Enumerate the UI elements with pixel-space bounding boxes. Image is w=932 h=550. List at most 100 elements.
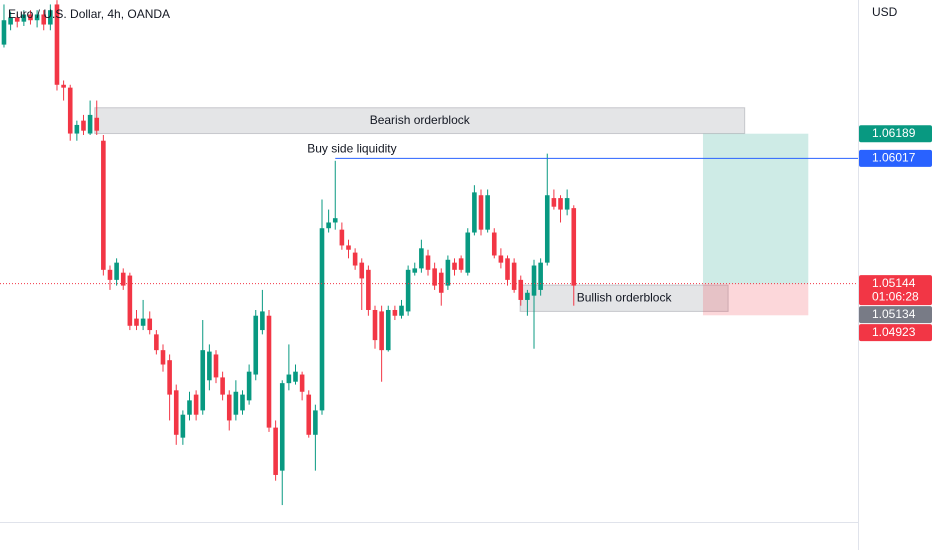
candle-body <box>74 124 80 134</box>
candle-body <box>273 427 278 475</box>
candle-body <box>299 374 305 392</box>
candle-body <box>28 14 33 21</box>
candle-body <box>147 318 153 331</box>
candle-body <box>67 87 73 134</box>
candle-body <box>525 292 530 300</box>
candle-body <box>154 334 159 351</box>
price-label: 1.06017 <box>872 151 916 165</box>
candle-body <box>352 252 358 266</box>
liquidity-label: Buy side liquidity <box>307 142 396 156</box>
candle-body <box>160 350 166 365</box>
candle-body <box>207 351 212 381</box>
candles <box>1 0 577 506</box>
candle-body <box>372 309 378 341</box>
candle-body <box>405 269 411 312</box>
price-label-box <box>859 306 932 324</box>
candle-body <box>306 394 312 435</box>
candle-body <box>472 192 477 233</box>
candle-body <box>21 14 27 22</box>
price-label-box <box>859 275 932 306</box>
candle-body <box>101 140 106 270</box>
candle-body <box>226 394 232 421</box>
orderblock-zone <box>519 284 729 312</box>
candle-body <box>379 311 384 351</box>
candle-body <box>1 20 7 45</box>
candle-body <box>200 350 206 411</box>
price-label: 1.05144 <box>872 276 916 290</box>
candle-body <box>551 198 557 207</box>
candle-body <box>392 309 398 316</box>
candle-body <box>34 14 40 21</box>
candle-body <box>485 195 490 230</box>
y-axis-label: USD <box>872 5 898 19</box>
candle-body <box>498 255 504 263</box>
candle-body <box>544 195 550 263</box>
candle-body <box>14 17 20 22</box>
candle-body <box>94 117 100 131</box>
candle-body <box>260 311 265 331</box>
candle-body <box>187 400 192 415</box>
candle-body <box>213 354 219 378</box>
candle-body <box>81 120 86 131</box>
position-target <box>702 133 809 284</box>
candle-body <box>465 232 471 273</box>
candle-body <box>54 4 60 85</box>
countdown-label: 01:06:28 <box>872 289 919 303</box>
price-label: 1.05134 <box>872 307 916 321</box>
candle-body <box>432 268 437 286</box>
candle-body <box>332 218 338 223</box>
candle-body <box>140 318 146 326</box>
candle-body <box>339 229 345 246</box>
candle-body <box>445 259 451 286</box>
candle-body <box>220 377 225 395</box>
candle-body <box>293 371 298 382</box>
price-label-box <box>859 149 932 167</box>
candle-body <box>134 318 139 326</box>
orderblock-zone <box>94 107 746 135</box>
candle-body <box>564 198 570 210</box>
candle-body <box>193 394 199 415</box>
candle-body <box>114 262 119 280</box>
orderblock-label: Bullish orderblock <box>577 290 673 304</box>
candle-body <box>531 265 537 296</box>
candle-body <box>478 195 484 230</box>
candle-body <box>107 269 113 280</box>
candle-body <box>385 309 391 351</box>
candle-body <box>253 315 259 375</box>
candle-body <box>167 360 172 395</box>
chart-title: Euro / U.S. Dollar, 4h, OANDA <box>8 7 170 21</box>
overlay: Bearish orderblock Bullish orderblock Buy … <box>0 113 858 304</box>
candle-body <box>240 394 245 411</box>
candle-body <box>319 228 325 411</box>
candle-body <box>558 198 563 210</box>
candle-body <box>538 262 543 290</box>
candle-body <box>61 84 66 88</box>
candle-body <box>180 414 186 438</box>
candle-body <box>286 374 292 384</box>
candle-body <box>505 258 510 280</box>
price-label-box <box>859 324 932 342</box>
candle-body <box>48 10 53 25</box>
candle-body <box>359 262 365 279</box>
candle-body <box>41 14 47 25</box>
candle-body <box>279 383 285 471</box>
candle-body <box>233 391 239 415</box>
candle-body <box>246 371 252 401</box>
candle-body <box>425 255 431 270</box>
candle-body <box>571 208 577 286</box>
candle-body <box>399 305 404 316</box>
candle-body <box>346 245 351 250</box>
candle-body <box>266 315 272 428</box>
candle-body <box>412 268 418 273</box>
candle-body <box>491 232 497 256</box>
candle-body <box>419 248 424 269</box>
candle-body <box>326 222 331 229</box>
candle-body <box>511 262 517 290</box>
candle-body <box>8 17 13 25</box>
candle-body <box>120 272 126 286</box>
candle-body <box>518 279 524 300</box>
candle-body <box>438 272 444 293</box>
